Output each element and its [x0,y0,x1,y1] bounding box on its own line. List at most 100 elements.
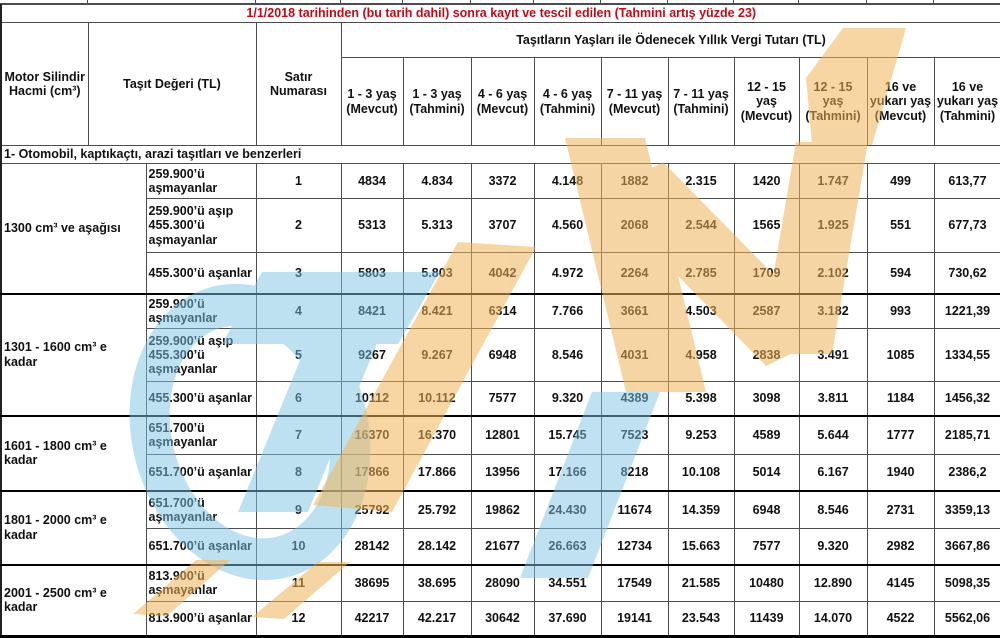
tax-value-cell: 16370 [340,414,404,455]
tax-value-cell: 1777 [866,414,935,455]
tax-value-cell: 1221,39 [933,292,1000,329]
vehicle-value-cell: 259.900’ü aşmayanlar [145,292,257,329]
header-age-col: 4 - 6 yaş (Mevcut) [470,57,535,146]
tax-value-cell: 37.690 [533,601,602,637]
section-row-title: 1- Otomobil, kaptıkaçtı, arazi taşıtları… [0,145,1000,164]
tax-value-cell: 11674 [600,489,669,529]
tax-value-cell: 7577 [470,381,535,416]
tax-value-cell: 9.320 [798,528,868,565]
tax-value-cell: 14.070 [798,601,868,637]
tax-value-cell: 14.359 [667,489,735,529]
tax-value-cell: 3667,86 [933,528,1000,565]
tax-value-cell: 1.747 [798,163,868,199]
tax-value-cell: 2838 [733,328,800,382]
row-number-cell: 9 [255,489,342,529]
tax-value-cell: 42217 [340,601,404,637]
tax-value-cell: 12.890 [798,563,868,602]
tax-value-cell: 4.503 [667,292,735,329]
vehicle-value-cell: 259.900’ü aşıp 455.300’ü aşmayanlar [145,198,257,253]
tax-value-cell: 1882 [600,163,669,199]
tax-value-cell: 5014 [733,454,800,491]
row-number-cell: 10 [255,528,342,565]
tax-value-cell: 551 [866,198,935,253]
tax-value-cell: 2982 [866,528,935,565]
tax-value-cell: 17.166 [533,454,602,491]
header-age-col: 4 - 6 yaş (Tahmini) [533,57,602,146]
header-age-col: 1 - 3 yaş (Tahmini) [402,57,472,146]
tax-value-cell: 2068 [600,198,669,253]
tax-value-cell: 3.182 [798,292,868,329]
vehicle-value-cell: 651.700’ü aşanlar [145,454,257,491]
tax-value-cell: 2386,2 [933,454,1000,491]
vehicle-value-cell: 455.300’ü aşanlar [145,381,257,416]
vehicle-value-cell: 651.700’ü aşanlar [145,528,257,565]
tax-value-cell: 4389 [600,381,669,416]
motor-group-cell: 1301 - 1600 cm³ e kadar [0,292,147,416]
tax-value-cell: 2587 [733,292,800,329]
tax-value-cell: 8.546 [533,328,602,382]
tax-value-cell: 28090 [470,563,535,602]
tax-value-cell: 23.543 [667,601,735,637]
tax-value-cell: 9.267 [402,328,472,382]
tax-value-cell: 38.695 [402,563,472,602]
tax-value-cell: 4522 [866,601,935,637]
tax-value-cell: 9267 [340,328,404,382]
vehicle-value-cell: 259.900’ü aşmayanlar [145,163,257,199]
tax-value-cell: 17549 [600,563,669,602]
tax-value-cell: 9.320 [533,381,602,416]
tax-value-cell: 8421 [340,292,404,329]
motor-group-cell: 2001 - 2500 cm³ e kadar [0,563,147,637]
tax-value-cell: 3372 [470,163,535,199]
row-number-cell: 11 [255,563,342,602]
tax-value-cell: 594 [866,252,935,294]
tax-value-cell: 3661 [600,292,669,329]
vehicle-value-cell: 813.900’ü aşanlar [145,601,257,637]
tax-value-cell: 34.551 [533,563,602,602]
tax-value-cell: 3.811 [798,381,868,416]
tax-value-cell: 4834 [340,163,404,199]
tax-value-cell: 4.148 [533,163,602,199]
vehicle-value-cell: 651.700’ü aşmayanlar [145,489,257,529]
tax-value-cell: 2.785 [667,252,735,294]
tax-value-cell: 1.925 [798,198,868,253]
tax-value-cell: 10480 [733,563,800,602]
row-number-cell: 3 [255,252,342,294]
tax-value-cell: 19862 [470,489,535,529]
header-age-span: Taşıtların Yaşları ile Ödenecek Yıllık V… [340,22,1000,58]
row-number-cell: 7 [255,414,342,455]
tax-value-cell: 5562,06 [933,601,1000,637]
tax-value-cell: 19141 [600,601,669,637]
tax-value-cell: 499 [866,163,935,199]
tax-value-cell: 2731 [866,489,935,529]
tax-value-cell: 28.142 [402,528,472,565]
tax-value-cell: 7.766 [533,292,602,329]
cropped-row-strip [0,0,1000,4]
tax-value-cell: 42.217 [402,601,472,637]
table-title: 1/1/2018 tarihinden (bu tarih dahil) son… [0,4,1000,23]
tax-value-cell: 21.585 [667,563,735,602]
tax-value-cell: 12801 [470,414,535,455]
tax-value-cell: 10.112 [402,381,472,416]
tax-value-cell: 38695 [340,563,404,602]
tax-value-cell: 1565 [733,198,800,253]
tax-value-cell: 5.803 [402,252,472,294]
tax-value-cell: 25.792 [402,489,472,529]
tax-table: 1/1/2018 tarihinden (bu tarih dahil) son… [0,4,1000,638]
tax-value-cell: 4.560 [533,198,602,253]
header-age-col: 16 ve yukarı yaş (Tahmini) [933,57,1000,146]
header-motor-cylinder: Motor Silindir Hacmi (cm³) [0,22,89,146]
tax-value-cell: 17.866 [402,454,472,491]
tax-value-cell: 1940 [866,454,935,491]
tax-value-cell: 8218 [600,454,669,491]
motor-group-cell: 1601 - 1800 cm³ e kadar [0,414,147,491]
tax-value-cell: 4.834 [402,163,472,199]
tax-value-cell: 26.663 [533,528,602,565]
row-number-cell: 12 [255,601,342,637]
header-age-col: 12 - 15 yaş (Mevcut) [733,57,800,146]
tax-value-cell: 17866 [340,454,404,491]
tax-value-cell: 2264 [600,252,669,294]
tax-value-cell: 4145 [866,563,935,602]
tax-value-cell: 2.315 [667,163,735,199]
tax-value-cell: 2185,71 [933,414,1000,455]
